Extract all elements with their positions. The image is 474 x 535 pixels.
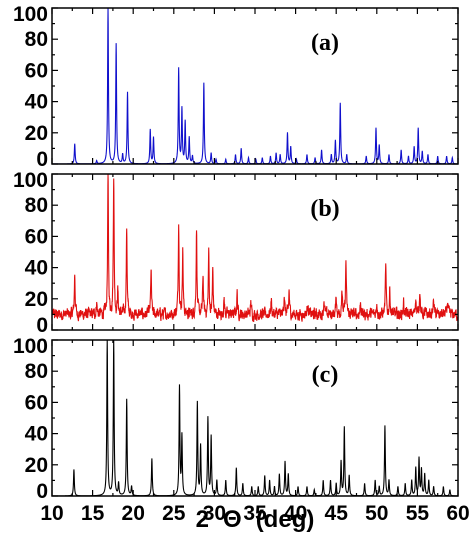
y-tick-label: 100 (13, 3, 48, 26)
series-line-3 (52, 340, 458, 496)
panel-label: (b) (310, 196, 339, 222)
x-tick-label: 30 (203, 502, 226, 525)
y-tick-label: 0 (36, 314, 48, 337)
x-tick-label: 35 (243, 502, 267, 525)
x-tick-label: 60 (446, 502, 469, 525)
plot-frame-1 (51, 7, 459, 165)
panel-label: (a) (311, 30, 339, 56)
y-tick-label: 40 (25, 257, 48, 280)
y-tick-label: 80 (25, 194, 48, 217)
x-axis-title-prefix: 2 (196, 506, 209, 533)
y-tick-label: 100 (13, 335, 48, 358)
x-tick-label: 40 (284, 502, 307, 525)
x-tick-label: 45 (325, 502, 349, 525)
x-tick-label: 50 (365, 502, 388, 525)
y-tick-label: 100 (13, 169, 48, 192)
y-tick-label: 0 (36, 480, 48, 503)
y-tick-label: 80 (25, 28, 48, 51)
x-axis-title: 2 Θ (deg) (196, 506, 315, 533)
x-tick-label: 25 (162, 502, 186, 525)
y-tick-label: 20 (25, 122, 48, 145)
x-axis-title-unit: (deg) (256, 506, 315, 533)
y-tick-label: 0 (36, 148, 48, 171)
x-axis: 10 15 20 25 30 35 40 45 50 55 60 2 Θ (deg) (40, 502, 469, 533)
x-tick-label: 10 (40, 502, 63, 525)
y-tick-label: 40 (25, 91, 48, 114)
y-tick-label: 60 (25, 225, 48, 248)
y-tick-label: 20 (25, 454, 48, 477)
y-tick-label: 40 (25, 423, 48, 446)
y-tick-label: 80 (25, 360, 48, 383)
y-tick-label: 60 (25, 391, 48, 414)
x-tick-label: 20 (122, 502, 145, 525)
y-tick-label: 60 (25, 59, 48, 82)
y-tick-label: 20 (25, 288, 48, 311)
theta-symbol: Θ (223, 506, 242, 533)
panel-label: (c) (312, 362, 339, 388)
series-line-1 (52, 8, 458, 164)
x-tick-label: 55 (406, 502, 430, 525)
series-line-2 (52, 174, 458, 323)
x-tick-label: 15 (81, 502, 105, 525)
